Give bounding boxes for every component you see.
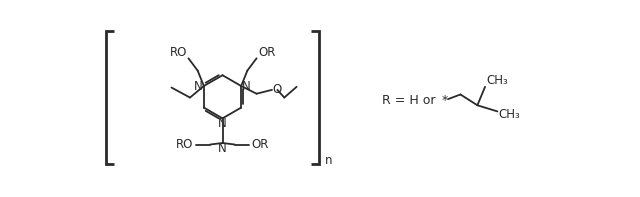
Text: OR: OR <box>258 46 275 59</box>
Text: *: * <box>442 94 448 107</box>
Text: RO: RO <box>176 138 193 151</box>
Text: OR: OR <box>252 138 269 151</box>
Text: N: N <box>242 80 251 93</box>
Text: CH₃: CH₃ <box>486 74 508 87</box>
Text: n: n <box>325 154 333 167</box>
Text: N: N <box>194 80 203 93</box>
Text: N: N <box>218 142 227 155</box>
Text: R = H or: R = H or <box>382 94 435 107</box>
Text: CH₃: CH₃ <box>499 108 520 121</box>
Text: O: O <box>273 83 282 96</box>
Text: RO: RO <box>170 46 187 59</box>
Text: N: N <box>218 117 227 130</box>
